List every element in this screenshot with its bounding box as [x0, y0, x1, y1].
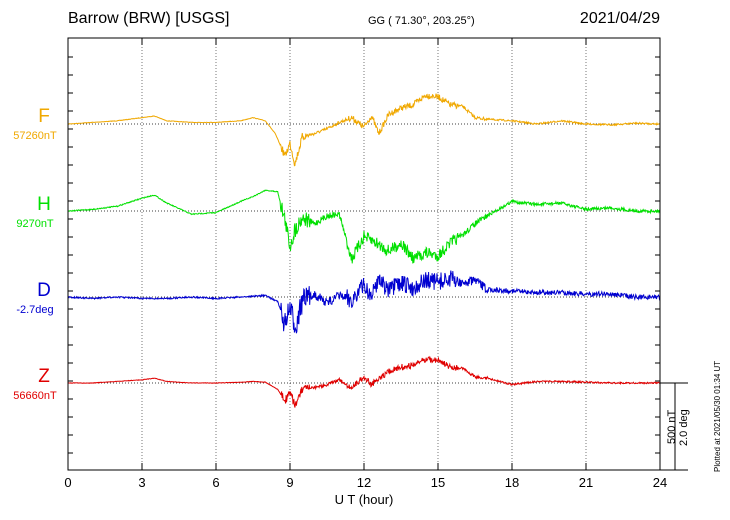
- tick-label-x: 0: [64, 475, 71, 490]
- channel-baseline-z: 56660nT: [13, 390, 57, 402]
- channel-label-h: H: [37, 194, 51, 215]
- grid-layer: [68, 38, 660, 470]
- tick-label-x: 24: [653, 475, 667, 490]
- station-title: Barrow (BRW) [USGS]: [68, 10, 230, 27]
- channel-baseline-f: 57260nT: [13, 130, 57, 142]
- series-line-z: [67, 355, 661, 408]
- x-axis-title: U T (hour): [334, 492, 394, 507]
- channel-baseline-d: -2.7deg: [16, 304, 54, 316]
- channel-label-f: F: [38, 106, 50, 127]
- tick-label-x: 9: [286, 475, 293, 490]
- channel-label-z: Z: [38, 366, 50, 387]
- plot-date: 2021/04/29: [579, 10, 660, 27]
- tick-label-x: 15: [431, 475, 445, 490]
- axes-layer: 0 3 6 9 12 15 18 21 24: [64, 38, 688, 490]
- station-coordinates: GG ( 71.30°, 203.25°): [368, 15, 475, 27]
- plotted-at-note: Plotted at 2021/05/30 01:34 UT: [713, 360, 722, 472]
- series-line-d: [67, 270, 661, 334]
- channel-baseline-h: 9270nT: [16, 218, 54, 230]
- tick-label-x: 12: [357, 475, 371, 490]
- tick-label-x: 6: [212, 475, 219, 490]
- tick-label-x: 18: [505, 475, 519, 490]
- tick-label-x: 21: [579, 475, 593, 490]
- scale-label-angle: 2.0 deg: [678, 409, 690, 446]
- scale-label-field: 500 nT: [666, 409, 678, 444]
- channel-label-d: D: [37, 280, 51, 301]
- series-line-h: [67, 189, 661, 264]
- series-line-f: [67, 93, 661, 167]
- plot-frame: [67, 37, 661, 471]
- series-layer: [67, 93, 661, 408]
- tick-label-x: 3: [138, 475, 145, 490]
